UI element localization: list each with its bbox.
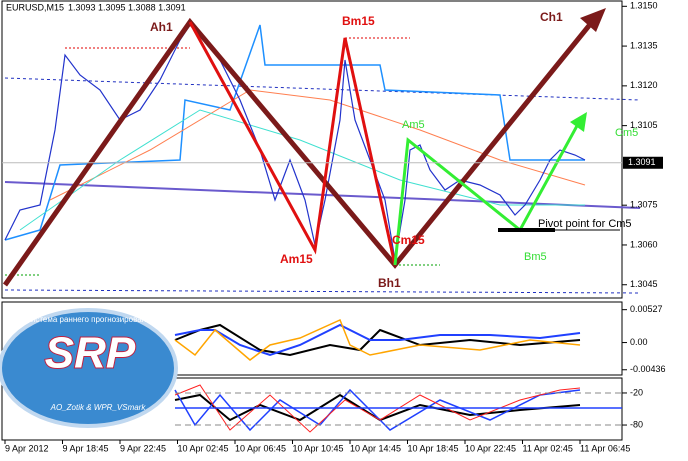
y-tick-label: -20 <box>630 387 643 397</box>
y-tick-label: 1.3060 <box>630 239 658 249</box>
label-bh1: Bh1 <box>378 276 401 290</box>
x-tick-label: 10 Apr 06:45 <box>235 443 286 453</box>
x-tick-label: 9 Apr 2012 <box>5 443 49 453</box>
ohlc: 1.3093 1.3095 1.3088 1.3091 <box>68 2 186 12</box>
symbol: EURUSD,M15 <box>6 2 64 12</box>
x-tick-label: 11 Apr 06:45 <box>580 443 630 453</box>
wpr-trace <box>174 384 581 433</box>
label-ch1: Ch1 <box>540 10 563 24</box>
y-tick-label: 1.3045 <box>630 279 658 289</box>
x-tick-label: 10 Apr 10:45 <box>293 443 344 453</box>
label-cm5: Cm5 <box>615 127 638 139</box>
trend-line <box>4 24 585 241</box>
label-cm15: Cm15 <box>392 233 425 247</box>
y-tick-label: -0.00436 <box>630 364 666 374</box>
y-tick-label: 1.3135 <box>630 40 658 50</box>
wpr-panel <box>1 377 623 441</box>
m5-pattern <box>393 123 580 266</box>
h1-pattern <box>2 17 594 287</box>
oscillator-trace <box>174 318 581 361</box>
arrow-head <box>570 112 587 132</box>
y-tick-label: 0.00527 <box>630 304 663 314</box>
label-pivot: Pivot point for Cm5 <box>538 218 632 230</box>
current-price-box <box>623 156 663 169</box>
current-price-label: 1.3091 <box>628 157 656 167</box>
x-tick-label: 10 Apr 18:45 <box>408 443 459 453</box>
y-tick-label: 1.3105 <box>630 120 658 130</box>
m15-pattern <box>188 21 397 266</box>
y-tick-label: 1.3075 <box>630 200 658 210</box>
x-tick-label: 10 Apr 02:45 <box>178 443 229 453</box>
logo-title: SRP <box>45 329 136 378</box>
logo-credits: AO_Zotik & WPR_VSmark <box>50 403 147 412</box>
y-tick-label: 0.00 <box>630 337 648 347</box>
y-tick-label: 1.3150 <box>630 1 658 11</box>
ma-line <box>4 181 641 209</box>
oscillator-trace <box>174 323 581 357</box>
y-tick-label: 1.3120 <box>630 80 658 90</box>
y-tick-label: -80 <box>630 419 643 429</box>
price-trace <box>4 24 586 261</box>
channel-line <box>4 289 641 294</box>
label-bm15: Bm15 <box>342 14 375 28</box>
oscillator-panel <box>1 301 623 376</box>
x-tick-label: 9 Apr 18:45 <box>63 443 109 453</box>
logo-arc-text: Система раннего прогнозирования <box>25 315 155 324</box>
x-tick-label: 9 Apr 22:45 <box>120 443 166 453</box>
label-am5: Am5 <box>402 119 425 131</box>
x-tick-label: 10 Apr 22:45 <box>465 443 516 453</box>
ma-line <box>49 89 586 201</box>
label-ah1: Ah1 <box>150 20 173 34</box>
label-am15: Am15 <box>280 252 313 266</box>
x-tick-label: 11 Apr 02:45 <box>523 443 573 453</box>
main-panel <box>1 0 623 299</box>
logo <box>0 308 178 428</box>
x-tick-label: 10 Apr 14:45 <box>350 443 401 453</box>
ma-line <box>19 109 585 231</box>
arrow-head <box>580 8 606 32</box>
label-bm5: Bm5 <box>524 251 547 263</box>
